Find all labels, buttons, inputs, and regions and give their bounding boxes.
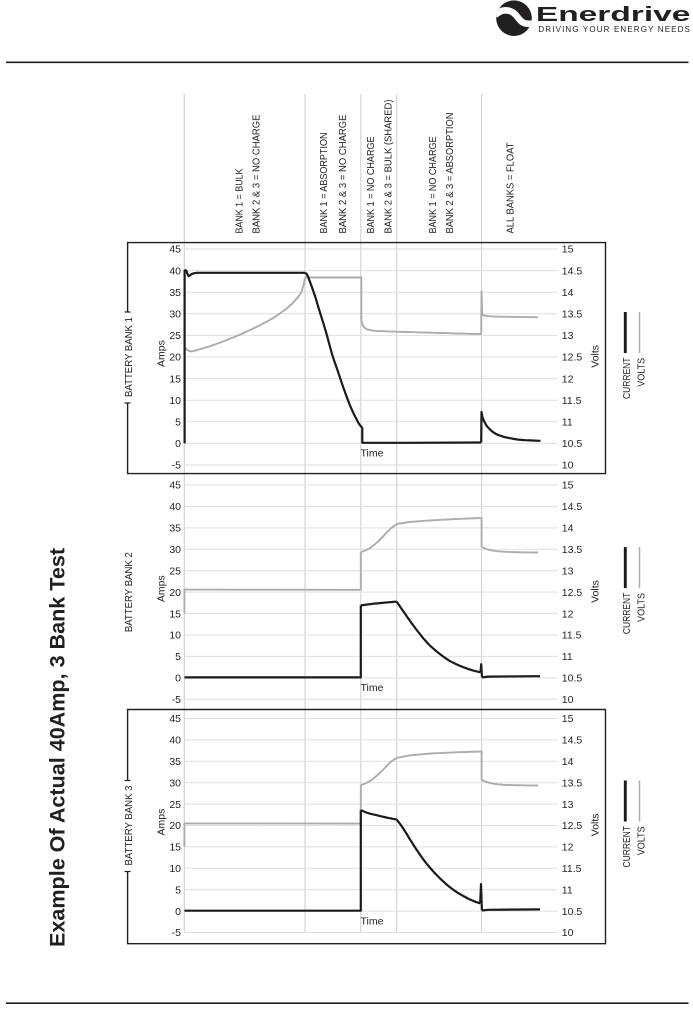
svg-text:VOLTS: VOLTS [635,358,647,387]
svg-text:35: 35 [169,523,181,535]
svg-text:BANK 1 = ABSORPTION: BANK 1 = ABSORPTION [318,133,330,234]
svg-text:BANK 2 & 3 = NO CHARGE: BANK 2 & 3 = NO CHARGE [251,115,263,234]
svg-text:BANK 2 & 3 = ABSORPTION: BANK 2 & 3 = ABSORPTION [444,113,456,234]
svg-text:14: 14 [562,756,574,768]
svg-text:BANK 2 & 3 = NO CHARGE: BANK 2 & 3 = NO CHARGE [337,115,349,234]
svg-text:11: 11 [562,884,573,896]
svg-text:20: 20 [169,352,181,364]
svg-text:40: 40 [169,501,181,513]
svg-text:Time: Time [361,448,384,460]
svg-text:10.5: 10.5 [562,673,583,685]
svg-text:Volts: Volts [589,345,601,368]
svg-text:Enerdrive: Enerdrive [536,4,691,26]
svg-text:-5: -5 [172,694,181,706]
svg-text:12.5: 12.5 [562,587,583,599]
svg-text:0: 0 [175,673,181,685]
svg-text:10.5: 10.5 [562,906,583,918]
svg-text:11.5: 11.5 [562,630,582,642]
svg-text:VOLTS: VOLTS [635,593,647,622]
svg-text:Time: Time [361,915,384,927]
svg-text:Amps: Amps [155,809,167,836]
svg-text:11: 11 [562,651,573,663]
svg-text:12: 12 [562,842,574,854]
svg-text:15: 15 [562,713,574,725]
svg-text:45: 45 [169,713,181,725]
svg-text:15: 15 [562,244,574,256]
svg-text:Amps: Amps [155,575,167,602]
svg-text:13: 13 [562,565,574,577]
svg-text:11.5: 11.5 [562,395,582,407]
svg-text:45: 45 [169,244,181,256]
svg-text:40: 40 [169,265,181,277]
svg-text:BANK 1 = BULK: BANK 1 = BULK [233,169,245,234]
svg-text:25: 25 [169,565,181,577]
svg-text:45: 45 [169,480,181,492]
svg-text:13.5: 13.5 [562,544,583,556]
svg-text:11.5: 11.5 [562,863,582,875]
svg-text:40: 40 [169,735,181,747]
svg-text:11: 11 [562,417,573,429]
svg-text:13.5: 13.5 [562,777,583,789]
svg-text:12: 12 [562,608,574,620]
svg-text:12: 12 [562,373,574,385]
svg-text:10: 10 [562,927,574,939]
svg-text:10: 10 [562,694,574,706]
svg-text:13: 13 [562,330,574,342]
svg-text:BANK 1 = NO CHARGE: BANK 1 = NO CHARGE [365,137,377,234]
svg-text:VOLTS: VOLTS [635,826,647,855]
svg-text:35: 35 [169,756,181,768]
svg-text:5: 5 [175,884,181,896]
svg-text:14.5: 14.5 [562,501,583,513]
svg-text:14: 14 [562,287,574,299]
svg-text:20: 20 [169,820,181,832]
svg-text:12.5: 12.5 [562,820,583,832]
svg-text:BATTERY BANK 3: BATTERY BANK 3 [123,785,135,865]
svg-text:Volts: Volts [589,580,601,603]
svg-text:CURRENT: CURRENT [621,826,633,868]
svg-text:14.5: 14.5 [562,265,583,277]
svg-text:25: 25 [169,799,181,811]
svg-text:15: 15 [562,480,574,492]
svg-text:-5: -5 [172,927,181,939]
svg-text:BANK 2 & 3 = BULK (SHARED): BANK 2 & 3 = BULK (SHARED) [383,100,395,234]
svg-text:10: 10 [169,863,181,875]
svg-text:10: 10 [169,395,181,407]
svg-text:13: 13 [562,799,574,811]
svg-text:Amps: Amps [155,340,167,367]
svg-text:30: 30 [169,777,181,789]
svg-text:25: 25 [169,330,181,342]
svg-text:Volts: Volts [589,813,601,836]
svg-text:CURRENT: CURRENT [621,357,633,399]
svg-text:30: 30 [169,309,181,321]
svg-text:Example Of Actual 40Amp, 3 Ban: Example Of Actual 40Amp, 3 Bank Test [47,548,70,947]
svg-text:DRIVING YOUR ENERGY NEEDS: DRIVING YOUR ENERGY NEEDS [538,25,690,34]
svg-text:15: 15 [169,842,181,854]
svg-text:15: 15 [169,608,181,620]
svg-text:13.5: 13.5 [562,309,583,321]
svg-text:20: 20 [169,587,181,599]
svg-text:12.5: 12.5 [562,352,583,364]
svg-text:14: 14 [562,523,574,535]
svg-text:5: 5 [175,651,181,663]
svg-text:0: 0 [175,438,181,450]
svg-text:BANK 1 = NO CHARGE: BANK 1 = NO CHARGE [427,137,439,234]
svg-text:CURRENT: CURRENT [621,592,633,634]
svg-text:0: 0 [175,906,181,918]
svg-text:ALL BANKS = FLOAT: ALL BANKS = FLOAT [504,142,516,234]
svg-text:BATTERY BANK 1: BATTERY BANK 1 [123,317,135,397]
svg-text:35: 35 [169,287,181,299]
svg-text:30: 30 [169,544,181,556]
svg-text:-5: -5 [172,460,181,472]
svg-text:BATTERY BANK 2: BATTERY BANK 2 [123,552,135,632]
svg-text:10: 10 [562,460,574,472]
svg-text:5: 5 [175,417,181,429]
svg-text:Time: Time [361,682,384,694]
svg-text:10: 10 [169,630,181,642]
svg-text:14.5: 14.5 [562,735,583,747]
svg-text:15: 15 [169,373,181,385]
svg-text:10.5: 10.5 [562,438,583,450]
